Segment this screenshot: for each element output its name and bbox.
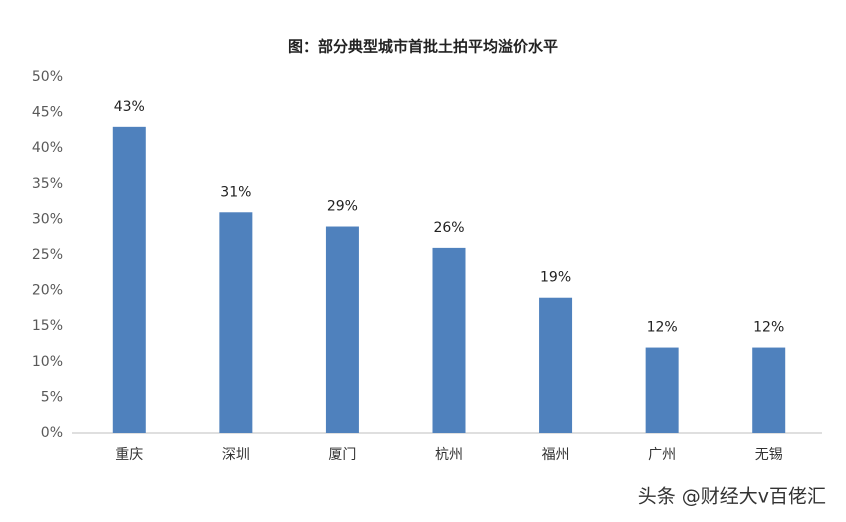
- bar: [645, 347, 679, 433]
- y-tick-label: 5%: [41, 389, 63, 405]
- bar: [112, 126, 146, 433]
- bar: [752, 347, 786, 433]
- x-tick-label: 无锡: [755, 447, 783, 463]
- y-tick-label: 10%: [32, 354, 63, 370]
- x-tick-label: 深圳: [222, 447, 250, 463]
- y-tick-label: 50%: [32, 69, 63, 85]
- y-tick-label: 25%: [32, 247, 63, 263]
- value-label: 26%: [433, 220, 464, 236]
- x-tick-label: 重庆: [115, 447, 143, 463]
- bar: [539, 297, 573, 433]
- value-label: 19%: [540, 270, 571, 286]
- y-tick-label: 35%: [32, 176, 63, 192]
- value-label: 31%: [220, 184, 251, 200]
- y-tick-label: 0%: [41, 425, 63, 441]
- bar: [432, 247, 466, 433]
- value-label: 12%: [753, 320, 784, 336]
- bar: [219, 212, 253, 433]
- x-tick-label: 厦门: [328, 447, 356, 463]
- value-label: 43%: [114, 99, 145, 115]
- y-tick-label: 40%: [32, 140, 63, 156]
- x-tick-label: 杭州: [435, 447, 463, 463]
- y-tick-label: 45%: [32, 105, 63, 121]
- x-tick-label: 广州: [648, 447, 676, 463]
- y-tick-label: 30%: [32, 211, 63, 227]
- x-tick-label: 福州: [542, 447, 570, 463]
- bar: [325, 226, 359, 433]
- y-tick-label: 15%: [32, 318, 63, 334]
- watermark: 头条 @财经大v百佬汇: [638, 486, 826, 508]
- chart-title: 图：部分典型城市首批土拍平均溢价水平: [288, 38, 558, 56]
- value-label: 12%: [647, 320, 678, 336]
- y-tick-label: 20%: [32, 283, 63, 299]
- value-label: 29%: [327, 199, 358, 215]
